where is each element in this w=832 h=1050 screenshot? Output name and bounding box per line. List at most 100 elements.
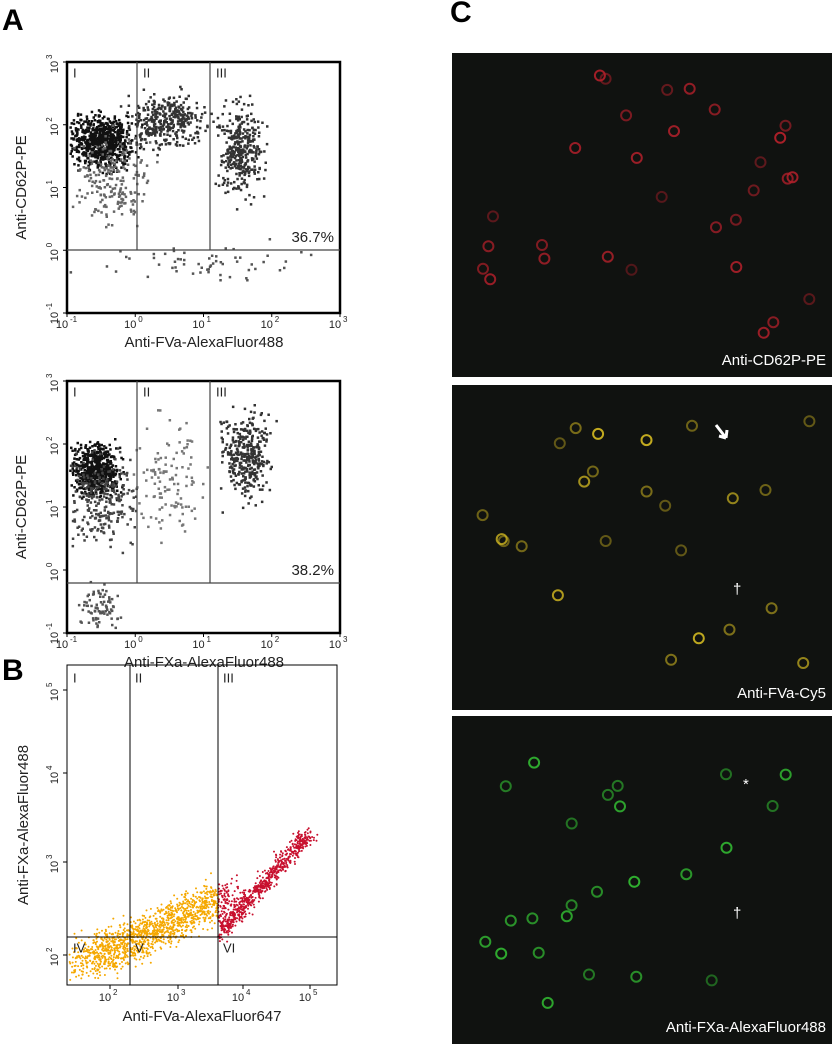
event-dot — [107, 118, 110, 121]
event-dot — [94, 114, 97, 117]
event-dot — [80, 965, 82, 967]
event-dot — [83, 604, 86, 607]
event-dot — [232, 436, 235, 439]
event-dot — [228, 462, 231, 465]
event-dot — [110, 170, 113, 173]
event-dot — [240, 189, 243, 192]
event-dot — [149, 96, 152, 99]
event-dot — [241, 920, 243, 922]
event-dot — [106, 131, 109, 134]
event-dot — [175, 100, 178, 103]
event-dot — [263, 195, 266, 198]
event-dot — [204, 907, 206, 909]
event-dot — [133, 164, 136, 167]
event-dot — [125, 256, 128, 259]
event-dot — [91, 515, 94, 518]
tick-exponent: 1 — [45, 499, 54, 504]
event-dot — [249, 144, 252, 147]
event-dot — [155, 142, 158, 145]
event-dot — [258, 132, 261, 135]
event-dot — [109, 444, 112, 447]
event-dot — [189, 463, 192, 466]
event-dot — [109, 448, 112, 451]
event-dot — [76, 458, 79, 461]
event-dot — [149, 916, 151, 918]
event-dot — [269, 882, 271, 884]
event-dot — [111, 624, 114, 627]
event-dot — [90, 177, 93, 180]
event-dot — [168, 115, 171, 118]
event-dot — [94, 472, 97, 475]
event-dot — [240, 897, 242, 899]
event-dot — [93, 536, 96, 539]
event-dot — [88, 180, 91, 183]
event-dot — [74, 448, 77, 451]
event-dot — [153, 927, 155, 929]
event-dot — [310, 254, 313, 257]
event-dot — [107, 515, 110, 518]
event-dot — [156, 116, 159, 119]
event-dot — [239, 903, 241, 905]
event-dot — [166, 906, 168, 908]
event-dot — [243, 892, 245, 894]
event-dot — [229, 447, 232, 450]
event-dot — [253, 450, 256, 453]
event-dot — [126, 478, 129, 481]
event-dot — [211, 891, 213, 893]
event-dot — [87, 450, 90, 453]
event-dot — [233, 461, 236, 464]
event-dot — [261, 501, 264, 504]
event-dot — [202, 496, 205, 499]
event-dot — [109, 501, 112, 504]
event-dot — [142, 517, 145, 520]
event-dot — [185, 138, 188, 141]
event-dot — [203, 890, 205, 892]
event-dot — [167, 142, 170, 145]
event-dot — [96, 487, 99, 490]
event-dot — [93, 211, 96, 214]
event-dot — [230, 883, 232, 885]
event-dot — [108, 961, 110, 963]
event-dot — [149, 132, 152, 135]
event-dot — [116, 134, 119, 137]
event-dot — [97, 164, 100, 167]
event-dot — [165, 470, 168, 473]
event-dot — [117, 148, 120, 151]
event-dot — [104, 509, 107, 512]
event-dot — [263, 177, 266, 180]
event-dot — [252, 423, 255, 426]
event-dot — [143, 172, 146, 175]
event-dot — [72, 472, 75, 475]
event-dot — [97, 953, 99, 955]
event-dot — [243, 121, 246, 124]
event-dot — [89, 124, 92, 127]
event-dot — [106, 463, 109, 466]
event-dot — [147, 180, 150, 183]
event-dot — [94, 517, 97, 520]
event-dot — [223, 421, 226, 424]
event-dot — [180, 88, 183, 91]
event-dot — [262, 877, 264, 879]
event-dot — [98, 114, 101, 117]
event-dot — [69, 963, 71, 965]
event-dot — [100, 211, 103, 214]
event-dot — [147, 114, 150, 117]
tick-base: 10 — [49, 443, 61, 455]
event-dot — [258, 431, 261, 434]
event-dot — [111, 142, 114, 145]
event-dot — [122, 142, 125, 145]
tick-label: 103 — [45, 54, 61, 73]
event-dot — [85, 129, 88, 132]
event-dot — [219, 279, 222, 282]
event-dot — [151, 946, 153, 948]
event-dot — [139, 143, 142, 146]
event-dot — [107, 223, 110, 226]
event-dot — [249, 445, 252, 448]
event-dot — [289, 841, 291, 843]
event-dot — [145, 122, 148, 125]
event-dot — [251, 103, 254, 106]
event-dot — [103, 947, 105, 949]
event-dot — [153, 125, 156, 128]
event-dot — [91, 120, 94, 123]
